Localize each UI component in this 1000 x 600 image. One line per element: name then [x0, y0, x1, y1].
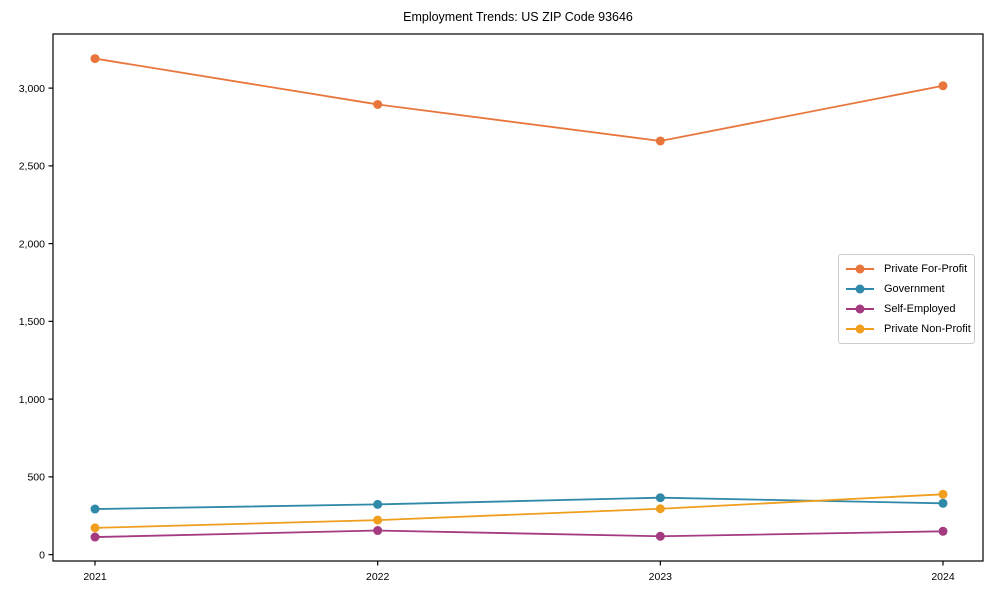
legend-marker-self-employed-icon	[846, 304, 874, 314]
data-point-marker	[373, 99, 383, 109]
data-point-marker	[90, 523, 100, 533]
axes-box	[52, 33, 984, 562]
data-point-marker	[938, 81, 948, 91]
legend-label: Private Non-Profit	[884, 323, 971, 335]
data-point-marker	[655, 504, 665, 514]
legend: Private For-Profit Government Self-Employe…	[838, 254, 975, 344]
chart-title: Employment Trends: US ZIP Code 93646	[403, 10, 633, 24]
y-tick-label: 2,000	[19, 238, 45, 250]
x-tick-label: 2023	[649, 571, 673, 583]
data-point-marker	[655, 136, 665, 146]
y-tick-label: 1,000	[19, 394, 45, 406]
data-point-marker	[373, 526, 383, 536]
legend-label: Self-Employed	[884, 303, 956, 315]
legend-label: Government	[884, 283, 945, 295]
data-point-marker	[373, 499, 383, 509]
series-line-private-non-profit	[94, 493, 944, 529]
data-point-marker	[655, 531, 665, 541]
data-point-marker	[90, 54, 100, 64]
series-line-government	[94, 496, 944, 510]
legend-marker-private-for-profit-icon	[846, 264, 874, 274]
data-point-marker	[90, 504, 100, 514]
legend-item: Private For-Profit	[845, 259, 968, 279]
y-tick-label: 1,500	[19, 316, 45, 328]
data-point-marker	[938, 489, 948, 499]
series-line-private-for-profit	[94, 57, 944, 142]
x-tick-label: 2022	[366, 571, 390, 583]
data-point-marker	[373, 515, 383, 525]
series-line-self-employed	[94, 529, 944, 538]
data-point-marker	[655, 493, 665, 503]
y-tick-label: 500	[27, 472, 45, 484]
data-point-marker	[938, 498, 948, 508]
x-tick-label: 2024	[931, 571, 955, 583]
y-tick-label: 3,000	[19, 83, 45, 95]
legend-item: Private Non-Profit	[845, 319, 971, 339]
legend-label: Private For-Profit	[884, 263, 968, 275]
y-tick-label: 2,500	[19, 161, 45, 173]
legend-item: Self-Employed	[845, 299, 968, 319]
data-point-marker	[90, 532, 100, 542]
legend-marker-government-icon	[846, 284, 874, 294]
x-tick-label: 2021	[83, 571, 107, 583]
y-tick-label: 0	[39, 549, 45, 561]
legend-marker-private-non-profit-icon	[846, 324, 874, 334]
data-point-marker	[938, 526, 948, 536]
legend-item: Government	[845, 279, 968, 299]
